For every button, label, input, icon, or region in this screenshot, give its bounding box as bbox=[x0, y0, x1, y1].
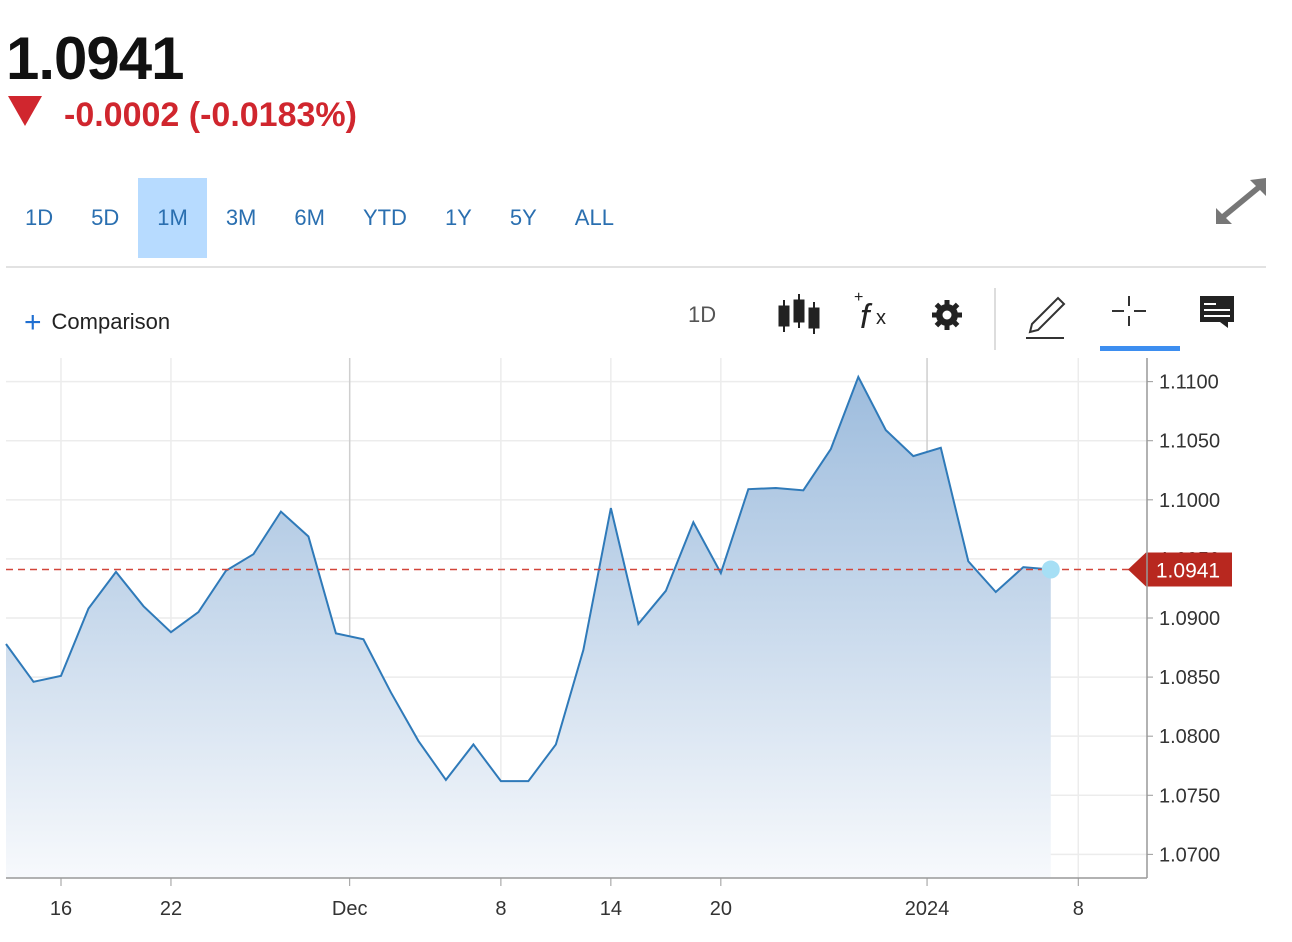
expand-icon[interactable] bbox=[1214, 176, 1270, 228]
candle-icon[interactable] bbox=[778, 294, 820, 334]
y-tick-label: 1.0750 bbox=[1159, 785, 1220, 807]
x-tick-label: 16 bbox=[50, 898, 72, 920]
range-tabs: 1D 5D 1M 3M 6M YTD 1Y 5Y ALL bbox=[6, 178, 633, 258]
crosshair-icon[interactable] bbox=[1112, 296, 1146, 326]
range-tab[interactable]: 1M bbox=[138, 178, 207, 258]
y-tick-label: 1.1050 bbox=[1159, 431, 1220, 453]
range-tab[interactable]: 1D bbox=[25, 205, 54, 230]
comment-icon[interactable] bbox=[1200, 296, 1234, 328]
settings-icon[interactable] bbox=[932, 300, 962, 330]
y-tick-label: 1.1100 bbox=[1159, 372, 1219, 394]
range-tab[interactable]: 3M bbox=[225, 205, 257, 230]
range-tab[interactable]: 6M bbox=[294, 205, 325, 230]
line bbox=[5, 374, 1051, 783]
x-tick-label: 20 bbox=[710, 898, 732, 920]
svg-text:x: x bbox=[876, 307, 886, 329]
x-tick-label: 2024 bbox=[905, 898, 950, 920]
draw-icon[interactable] bbox=[1026, 296, 1066, 339]
change: -0.0002 (-0.0183%) bbox=[64, 96, 357, 134]
x-tick-label: 22 bbox=[160, 898, 182, 920]
last-point bbox=[1041, 560, 1060, 579]
y-tick-label: 1.0800 bbox=[1159, 726, 1220, 748]
range-tab[interactable]: 5Y bbox=[509, 205, 537, 230]
last-value-badge bbox=[1128, 552, 1232, 587]
price: 1.0941 bbox=[6, 25, 185, 92]
area bbox=[6, 376, 1051, 878]
svg-text:+: + bbox=[854, 289, 863, 306]
range-tab[interactable]: 1Y bbox=[444, 205, 472, 230]
interval-button[interactable]: 1D bbox=[688, 302, 717, 327]
y-tick-label: 1.0900 bbox=[1159, 608, 1220, 630]
x-tick-label: 8 bbox=[495, 898, 506, 920]
toolbar-icons: +f x bbox=[778, 288, 1234, 351]
x-tick-label: 14 bbox=[600, 898, 622, 920]
range-tab[interactable]: ALL bbox=[574, 205, 614, 230]
y-tick-label: 1.0700 bbox=[1159, 844, 1220, 866]
down-arrow bbox=[8, 96, 42, 126]
y-tick-label: 1.0850 bbox=[1159, 667, 1220, 689]
x-tick-label: 8 bbox=[1073, 898, 1084, 920]
last-value-label: 1.0941 bbox=[1156, 560, 1220, 583]
range-tab[interactable]: 5D bbox=[91, 205, 120, 230]
comparison-button[interactable]: + Comparison bbox=[24, 306, 171, 339]
range-tab[interactable]: YTD bbox=[362, 205, 407, 230]
comparison-label: Comparison bbox=[51, 309, 171, 334]
x-tick-label: Dec bbox=[332, 898, 368, 920]
y-tick-label: 1.1000 bbox=[1159, 490, 1220, 512]
separator bbox=[6, 266, 1266, 268]
